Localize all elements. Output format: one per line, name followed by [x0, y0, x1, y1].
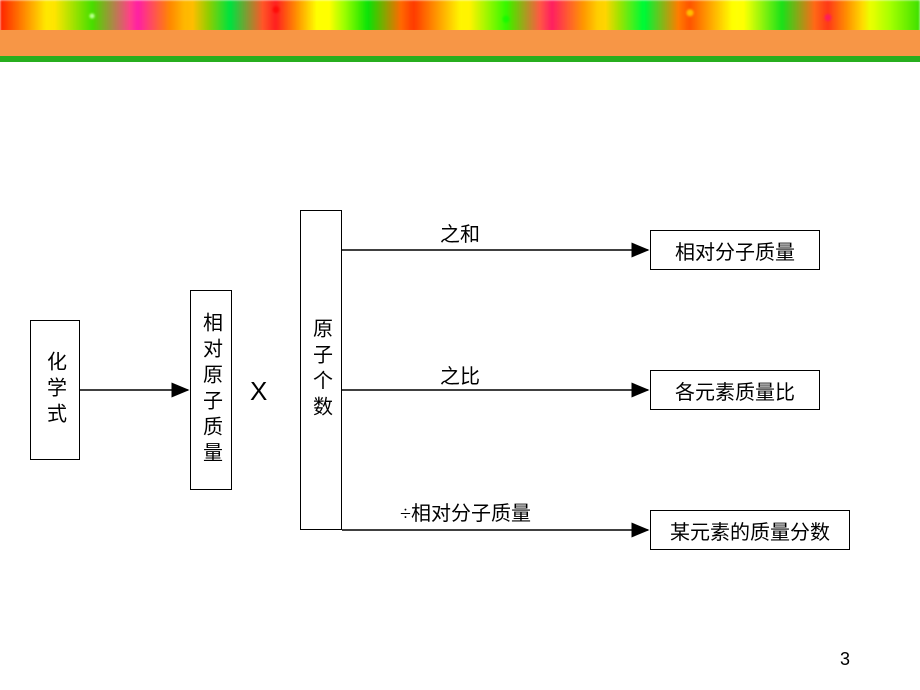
header-decorative-strip — [0, 0, 920, 32]
branch-label-divide: ÷相对分子质量 — [400, 497, 531, 526]
label-text: 之和 — [440, 224, 480, 246]
box-chemical-formula: 化学式 — [30, 320, 80, 460]
box-label: 化学式 — [41, 351, 70, 429]
flow-diagram: 化学式 相对原子质量 原子个数 相对分子质量 各元素质量比 某元素的质量分数 X… — [0, 60, 920, 690]
box-relative-molecular-mass: 相对分子质量 — [650, 230, 820, 270]
branch-label-sum: 之和 — [440, 218, 480, 247]
box-atom-count: 原子个数 — [300, 210, 342, 530]
box-label: 相对原子质量 — [197, 312, 226, 468]
slide-header — [0, 0, 920, 60]
box-label: 原子个数 — [307, 318, 336, 422]
label-text: ÷相对分子质量 — [400, 503, 531, 525]
page-number: 3 — [840, 649, 850, 670]
box-relative-atomic-mass: 相对原子质量 — [190, 290, 232, 490]
box-element-mass-fraction: 某元素的质量分数 — [650, 510, 850, 550]
operator-text: X — [250, 376, 267, 406]
page-number-text: 3 — [840, 649, 850, 669]
label-text: 之比 — [440, 366, 480, 388]
branch-label-ratio: 之比 — [440, 360, 480, 389]
box-label: 各元素质量比 — [669, 376, 801, 405]
box-label: 相对分子质量 — [669, 236, 801, 265]
box-element-mass-ratio: 各元素质量比 — [650, 370, 820, 410]
operator-multiply: X — [250, 376, 267, 407]
box-label: 某元素的质量分数 — [664, 516, 836, 545]
